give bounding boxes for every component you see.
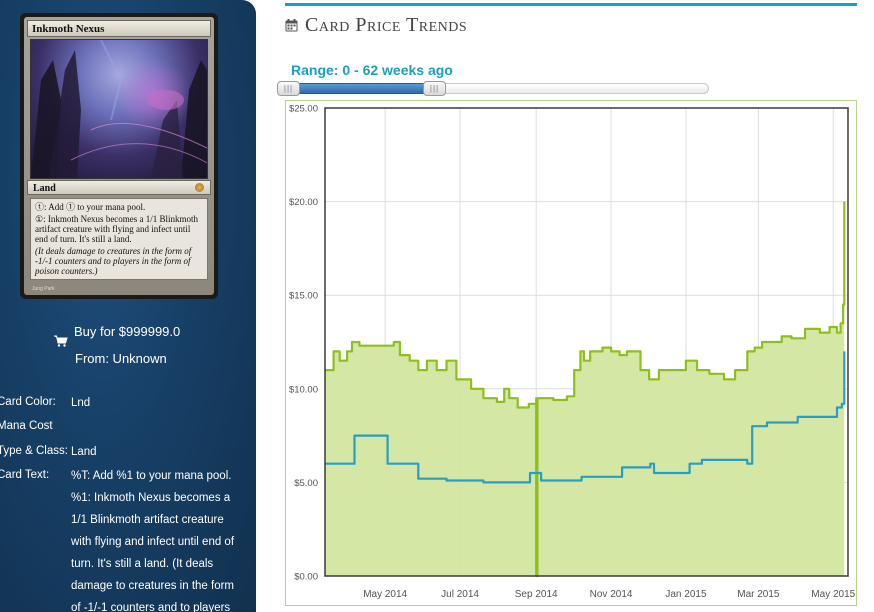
range-slider-handle-min[interactable]: ||| <box>277 81 300 96</box>
card-name: Inkmoth Nexus <box>27 20 211 37</box>
card-text-value: %T: Add %1 to your mana pool. %1: Inkmot… <box>71 465 251 612</box>
card-type-text: Land <box>33 183 56 194</box>
buy-seller: From: Unknown <box>75 351 167 366</box>
set-symbol-icon <box>195 183 204 192</box>
card-rules-line-1: ⓣ: Add ① to your mana pool. <box>35 202 146 212</box>
card-text-line: with flying and infect until end of <box>71 536 235 548</box>
shopping-cart-icon <box>54 335 68 347</box>
card-text-line: damage to creatures in the form <box>71 580 234 592</box>
card-text-label: Card Text: <box>0 469 50 481</box>
buy-price-link[interactable]: Buy for $999999.0 <box>74 324 181 339</box>
y-tick-label: $20.00 <box>289 197 318 208</box>
mana-cost-label: Mana Cost <box>0 420 53 432</box>
series-0-line <box>325 201 846 578</box>
card-rules-line-2: ①: Inkmoth Nexus becomes a 1/1 Blinkmoth… <box>35 214 199 244</box>
card-frame: Inkmoth Nexus Land ⓣ: Add ① to you <box>24 17 214 295</box>
series-0-area <box>325 201 845 576</box>
x-tick-label: May 2015 <box>811 589 855 600</box>
card-image: Inkmoth Nexus Land ⓣ: Add ① to you <box>20 13 218 299</box>
card-color-label: Card Color: <box>0 396 56 408</box>
card-artist-credit: Jung Park <box>32 284 208 294</box>
x-tick-label: Jan 2015 <box>665 589 707 600</box>
type-class-label: Type & Class: <box>0 445 68 457</box>
card-text-line: %T: Add %1 to your mana pool. <box>71 470 232 482</box>
range-slider-selection <box>280 83 435 94</box>
card-rules-box: ⓣ: Add ① to your mana pool. ①: Inkmoth N… <box>30 198 208 280</box>
y-tick-label: $5.00 <box>294 478 318 489</box>
section-title: Card Price Trends <box>285 14 467 38</box>
price-chart-svg: $0.00 $5.00 $10.00 $15.00 $20.00 $25.00 May 20… <box>285 100 857 606</box>
price-chart: $0.00 $5.00 $10.00 $15.00 $20.00 $25.00 May 20… <box>285 100 857 606</box>
section-title-text: Card Price Trends <box>305 14 468 36</box>
series-1-line <box>325 351 846 484</box>
x-tick-label: Jul 2014 <box>441 589 479 600</box>
chart-plot-border <box>324 107 849 577</box>
x-tick-label: Mar 2015 <box>737 589 780 600</box>
y-tick-label: $0.00 <box>294 572 318 583</box>
x-tick-label: Sep 2014 <box>515 589 558 600</box>
type-class-value: Land <box>71 446 97 458</box>
range-label: Range: 0 - 62 weeks ago <box>291 62 453 78</box>
range-slider[interactable]: ||| ||| <box>277 81 709 96</box>
x-tick-label: May 2014 <box>363 589 407 600</box>
card-type-line: Land <box>27 180 211 195</box>
y-tick-label: $15.00 <box>289 291 318 302</box>
section-top-rule <box>285 3 857 6</box>
card-text-line: of -1/-1 counters and to players <box>71 602 231 612</box>
card-color-value: Lnd <box>71 397 91 409</box>
range-slider-handle-max[interactable]: ||| <box>423 81 446 96</box>
card-artist: Jung Park <box>32 286 55 292</box>
card-text-line: %1: Inkmoth Nexus becomes a <box>71 492 231 504</box>
y-tick-label: $10.00 <box>289 384 318 395</box>
card-art <box>30 39 208 179</box>
card-sidebar: Inkmoth Nexus Land ⓣ: Add ① to you <box>0 0 256 612</box>
x-tick-label: Nov 2014 <box>590 589 633 600</box>
card-art-illustration <box>31 40 207 178</box>
calendar-icon <box>285 19 298 32</box>
y-tick-label: $25.00 <box>289 104 318 115</box>
card-reminder-text: (It deals damage to creatures in the for… <box>35 246 192 276</box>
card-text-line: 1/1 Blinkmoth artifact creature <box>71 514 224 526</box>
card-text-line: turn. It's still a land. (It deals <box>71 558 214 570</box>
